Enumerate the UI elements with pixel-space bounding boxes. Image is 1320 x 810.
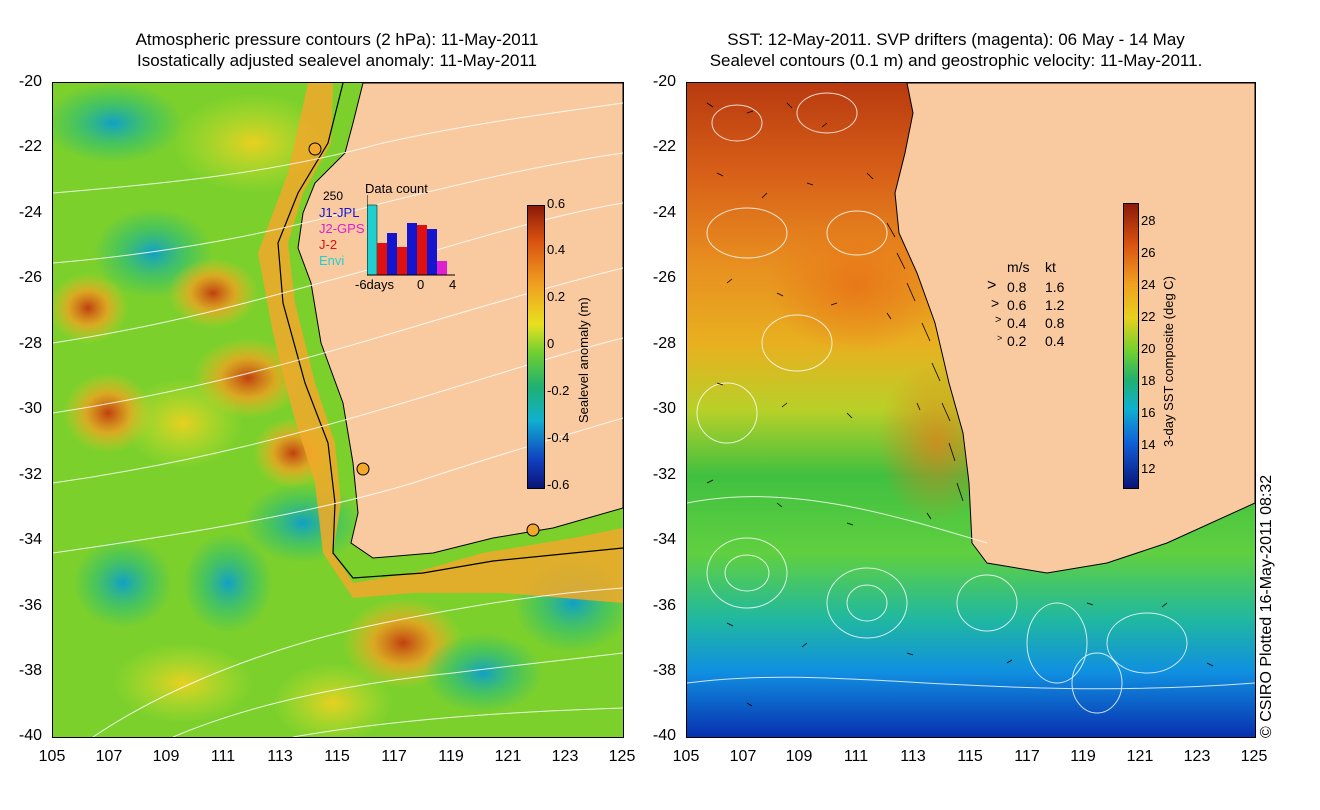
inset-axis-start: -6days (355, 277, 395, 292)
lon-tick: 117 (381, 748, 407, 765)
colorbar-tick: -0.4 (547, 430, 570, 445)
credit-label: © CSIRO Plotted 16-May-2011 08:32 (1258, 474, 1275, 738)
colorbar-tick: 0.4 (547, 242, 566, 257)
sst-colorbar-tick: 26 (1141, 245, 1156, 260)
lon-tick: 111 (210, 748, 236, 765)
lon-tick: 119 (438, 748, 464, 765)
sst-colorbar-tick: 12 (1141, 461, 1156, 476)
lon-tick: 123 (1183, 748, 1211, 765)
lat-tick: -26 (652, 269, 676, 286)
left-title-line2: Isostatically adjusted sealevel anomaly:… (136, 51, 538, 70)
left-title-line1: Atmospheric pressure contours (2 hPa): 1… (135, 30, 539, 49)
sst-colorbar-label: 3-day SST composite (deg C) (1161, 276, 1176, 447)
speed-row-kt: 0.4 (1045, 333, 1065, 349)
lon-tick: 109 (785, 748, 813, 765)
lat-tick: -30 (18, 400, 42, 417)
lat-tick: -34 (18, 531, 42, 548)
colorbar-tick: 0.6 (547, 196, 566, 211)
lat-tick: -36 (18, 597, 42, 614)
sst-colorbar-tick: 22 (1141, 309, 1156, 324)
data-count-inset: Data count 250 J1-JPL J2-GPS J-2 Envi -6… (319, 181, 459, 292)
lon-tick: 107 (729, 748, 757, 765)
arrow-icon: > (991, 295, 1000, 311)
arrow-icon: > (995, 314, 1002, 326)
right-title-line2: Sealevel contours (0.1 m) and geostrophi… (709, 51, 1203, 70)
lon-tick: 117 (1014, 748, 1040, 765)
lat-tick: -22 (18, 138, 42, 155)
speed-row-kt: 1.2 (1045, 297, 1065, 313)
sst-colorbar-tick: 28 (1141, 213, 1156, 228)
sst-colorbar-tick: 18 (1141, 373, 1156, 388)
lon-tick: 107 (95, 748, 123, 765)
speed-row-ms: 0.4 (1007, 315, 1027, 331)
lon-tick: 105 (38, 748, 66, 765)
lat-tick: -34 (652, 531, 676, 548)
lat-tick: -28 (652, 335, 676, 352)
lat-tick: -24 (18, 204, 42, 221)
speed-row-kt: 0.8 (1045, 315, 1065, 331)
lat-tick: -26 (18, 269, 42, 286)
lat-tick: -28 (18, 335, 42, 352)
colorbar-tick: -0.2 (547, 383, 570, 398)
left-map: Data count 250 J1-JPL J2-GPS J-2 Envi -6… (52, 82, 624, 738)
right-title-line1: SST: 12-May-2011. SVP drifters (magenta)… (727, 30, 1185, 49)
lon-tick: 105 (672, 748, 700, 765)
sst-colorbar-tick: 16 (1141, 405, 1156, 420)
speed-row-ms: 0.8 (1007, 279, 1027, 295)
inset-axis-zero: 0 (417, 277, 425, 292)
inset-legend-j1: J1-JPL (319, 205, 360, 220)
colorbar-label: Sealevel anomaly (m) (576, 297, 591, 423)
lat-tick: -30 (652, 400, 676, 417)
lat-tick: -20 (18, 73, 42, 90)
lon-tick: 113 (900, 748, 926, 765)
inset-legend-j2: J2-GPS (319, 221, 365, 236)
lat-tick: -40 (18, 727, 42, 744)
lon-tick: 125 (1240, 748, 1268, 765)
colorbar-tick: 0 (547, 336, 555, 351)
sst-colorbar-tick: 14 (1141, 437, 1156, 452)
lon-tick: 123 (551, 748, 579, 765)
sst-colorbar (1123, 203, 1139, 489)
lon-tick: 121 (494, 748, 522, 765)
lon-tick: 115 (957, 748, 983, 765)
lon-tick: 113 (267, 748, 293, 765)
right-map: m/s kt > 0.8 1.6 > 0.6 1.2 > 0.4 0.8 > 0… (686, 82, 1256, 738)
lat-tick: -40 (652, 727, 676, 744)
lat-tick: -32 (18, 466, 42, 483)
inset-max-label: 250 (323, 189, 344, 203)
inset-title: Data count (365, 181, 428, 196)
speed-row-kt: 1.6 (1045, 279, 1065, 295)
lon-tick: 125 (608, 748, 636, 765)
lon-tick: 119 (1070, 748, 1096, 765)
lat-tick: -38 (652, 662, 676, 679)
colorbar-tick: 0.2 (547, 289, 566, 304)
colorbar-tick: -0.6 (547, 477, 570, 492)
inset-bars (367, 195, 455, 276)
speed-row-ms: 0.2 (1007, 333, 1027, 349)
sst-field (687, 83, 1255, 737)
speed-legend-ms-header: m/s (1007, 259, 1030, 275)
inset-axis-end: 4 (449, 277, 457, 292)
lon-tick: 111 (843, 748, 869, 765)
speed-legend-kt-header: kt (1045, 259, 1056, 275)
sealevel-colorbar (527, 205, 545, 489)
lat-tick: -20 (652, 73, 676, 90)
lat-tick: -24 (652, 204, 676, 221)
arrow-icon: > (997, 333, 1003, 343)
lon-tick: 115 (324, 748, 350, 765)
lon-tick: 109 (152, 748, 180, 765)
sst-colorbar-tick: 20 (1141, 341, 1156, 356)
arrow-icon: > (987, 277, 997, 294)
lat-tick: -22 (652, 138, 676, 155)
inset-legend-j2b: J-2 (319, 237, 338, 252)
speed-row-ms: 0.6 (1007, 297, 1027, 313)
lat-tick: -38 (18, 662, 42, 679)
lat-tick: -32 (652, 466, 676, 483)
speed-legend: m/s kt > 0.8 1.6 > 0.6 1.2 > 0.4 0.8 > 0… (983, 259, 1103, 349)
lon-tick: 121 (1126, 748, 1154, 765)
sst-colorbar-tick: 24 (1141, 277, 1156, 292)
lat-tick: -36 (652, 597, 676, 614)
inset-legend-envi: Envi (319, 253, 345, 268)
